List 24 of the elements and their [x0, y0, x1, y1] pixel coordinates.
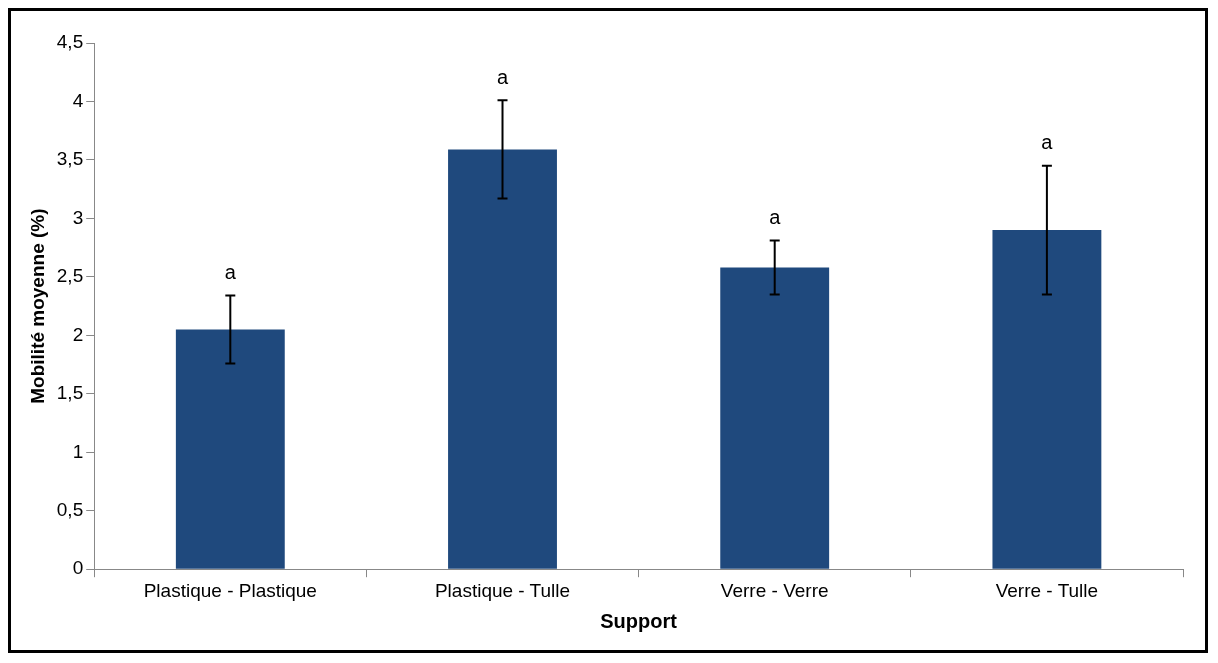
annotation: a: [224, 261, 237, 284]
x-tick-label: Verre - Verre: [720, 579, 829, 601]
y-tick-label: 1: [72, 440, 84, 462]
y-tick-label: 1,5: [56, 382, 84, 404]
y-tick-label: 4,5: [56, 31, 84, 53]
y-tick-label: 3,5: [56, 148, 84, 170]
x-axis-title: Support: [600, 609, 678, 632]
bar: [448, 149, 557, 569]
y-tick-label: 4: [72, 89, 84, 111]
bar: [175, 329, 285, 569]
x-tick-label: Verre - Tulle: [995, 579, 1099, 601]
y-tick-label: 2,5: [56, 265, 84, 287]
bar: [720, 267, 830, 569]
y-tick-label: 2: [72, 323, 84, 345]
bar: [992, 230, 1102, 569]
annotation: a: [1041, 131, 1054, 154]
y-axis-title: Mobilité moyenne (%): [26, 208, 48, 404]
x-tick-label: Plastique - Plastique: [143, 579, 317, 601]
y-tick-label: 3: [72, 206, 84, 228]
y-tick-label: 0: [72, 557, 84, 579]
annotation: a: [769, 206, 782, 229]
x-tick-label: Plastique - Tulle: [434, 579, 571, 601]
annotation: a: [496, 65, 509, 88]
y-tick-label: 0,5: [56, 498, 84, 520]
